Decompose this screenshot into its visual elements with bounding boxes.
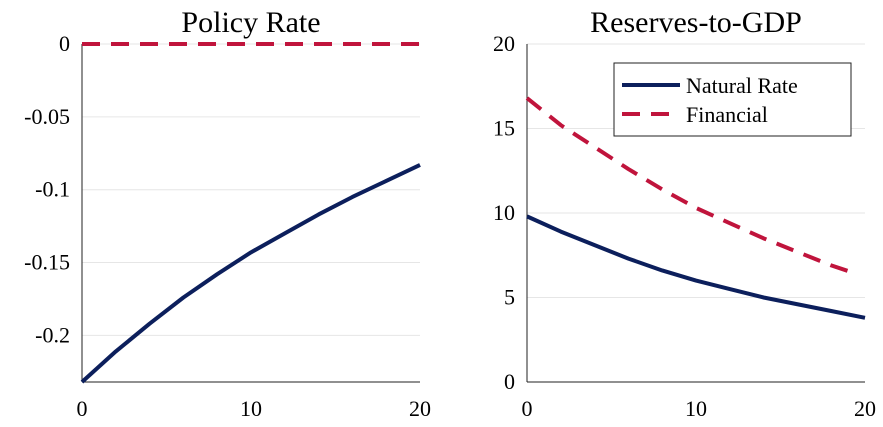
legend-label-natural-rate: Natural Rate (686, 73, 798, 98)
reserves-y-tick-label: 15 (493, 116, 515, 141)
reserves-x-tick-label: 20 (854, 396, 876, 421)
policy-rate-y-tick-label: -0.2 (35, 322, 70, 347)
reserves-y-tick-label: 10 (493, 200, 515, 225)
policy-rate-y-tick-label: 0 (59, 31, 70, 56)
legend-box (613, 62, 852, 137)
policy-rate-panel: 0 -0.05 -0.1 -0.15 -0.2 0 10 20 Policy Rate (24, 6, 431, 421)
policy-rate-y-tick-label: -0.15 (24, 250, 70, 275)
policy-rate-x-tick-label: 20 (409, 396, 431, 421)
reserves-to-gdp-panel: 0 5 10 15 20 0 10 20 Reserves-to-GDP Natural Rate… (493, 6, 876, 421)
reserves-y-tick-label: 5 (504, 285, 515, 310)
policy-rate-x-tick-label: 0 (77, 396, 88, 421)
reserves-x-tick-label: 0 (522, 396, 533, 421)
reserves-x-tick-label: 10 (685, 396, 707, 421)
legend-label-financial: Financial (686, 102, 768, 127)
reserves-title: Reserves-to-GDP (590, 6, 802, 39)
policy-rate-y-tick-label: -0.05 (24, 104, 70, 129)
reserves-series-natural-rate-line (526, 214, 866, 320)
reserves-y-tick-label: 0 (504, 369, 515, 394)
policy-rate-x-tick-label: 10 (240, 396, 262, 421)
policy-rate-series-natural-rate-line (80, 163, 421, 384)
policy-rate-y-tick-label: -0.1 (35, 177, 70, 202)
reserves-y-tick-label: 20 (493, 31, 515, 56)
policy-rate-title: Policy Rate (181, 6, 320, 39)
reserves-series-financial-line (525, 96, 853, 275)
